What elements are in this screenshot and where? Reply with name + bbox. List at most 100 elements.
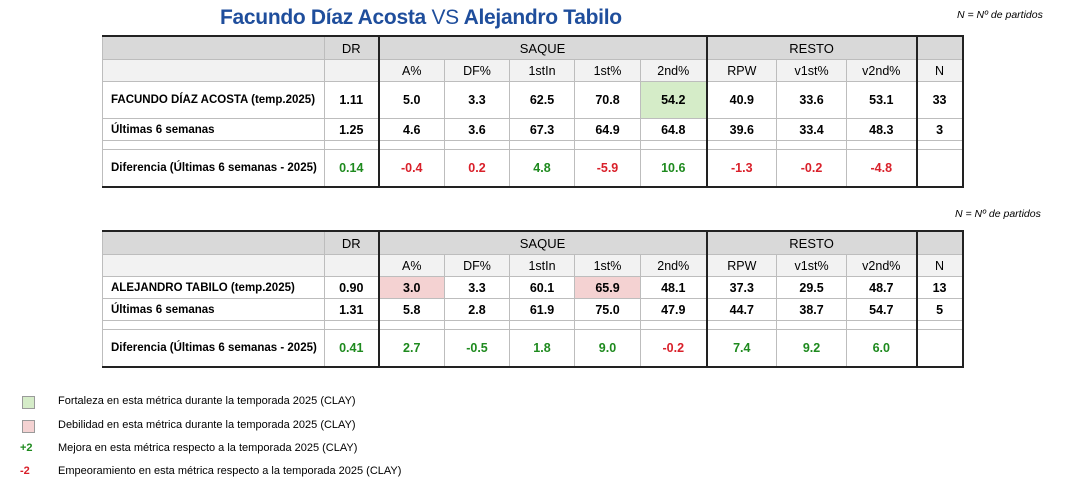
cell-dr: 1.11 (324, 81, 379, 119)
cell-rpw: 44.7 (705, 298, 778, 321)
row-label: FACUNDO DÍAZ ACOSTA (temp.2025) (102, 81, 325, 119)
worsen-marker: -2 (20, 465, 30, 477)
player2-name: Alejandro Tabilo (463, 6, 622, 29)
col-n: N (915, 254, 964, 277)
col-v2nd: v2nd% (846, 59, 918, 82)
cell-v2nd: 53.1 (846, 81, 918, 119)
col-1st: 1st% (574, 254, 641, 277)
cell-v1st: 29.5 (776, 276, 848, 299)
legend-text: Empeoramiento en esta métrica respecto a… (58, 465, 402, 477)
cell-dr: 1.25 (324, 118, 379, 141)
cell-n: 13 (915, 276, 964, 299)
table-row: ALEJANDRO TABILO (temp.2025) 0.90 3.0 3.… (102, 276, 964, 299)
cell-v2nd: 48.7 (846, 276, 918, 299)
cell-a: 5.8 (377, 298, 445, 321)
col-v2nd: v2nd% (846, 254, 918, 277)
cell-1st: -5.9 (574, 149, 641, 188)
col-rpw: RPW (705, 254, 778, 277)
col-2nd: 2nd% (639, 254, 708, 277)
row-label: ALEJANDRO TABILO (temp.2025) (102, 276, 325, 299)
subheader-dr-blank (324, 59, 379, 82)
cell-a: 5.0 (377, 81, 445, 119)
header-dr: DR (324, 230, 379, 255)
cell-n: 5 (915, 298, 964, 321)
header-saque: SAQUE (377, 35, 708, 60)
cell-v2nd: -4.8 (846, 149, 918, 188)
col-a: A% (377, 254, 445, 277)
cell-v1st: 33.6 (776, 81, 848, 119)
table-row: Últimas 6 semanas 1.25 4.6 3.6 67.3 64.9… (102, 118, 964, 141)
cell-1st: 64.9 (574, 118, 641, 141)
cell-n: 3 (915, 118, 964, 141)
stats-table-diaz-acosta: DR SAQUE RESTO A% DF% 1stIn 1st% 2nd% RP… (102, 35, 964, 188)
header-n-blank (915, 230, 964, 255)
cell-a: 4.6 (377, 118, 445, 141)
cell-v1st: 38.7 (776, 298, 848, 321)
col-1st: 1st% (574, 59, 641, 82)
cell-rpw: 39.6 (705, 118, 778, 141)
table-row-difference: Diferencia (Últimas 6 semanas - 2025) 0.… (102, 149, 964, 188)
cell-rpw: -1.3 (705, 149, 778, 188)
table-row: FACUNDO DÍAZ ACOSTA (temp.2025) 1.11 5.0… (102, 81, 964, 119)
col-n: N (915, 59, 964, 82)
legend-text: Mejora en esta métrica respecto a la tem… (58, 442, 358, 454)
improve-marker: +2 (20, 442, 33, 454)
cell-rpw: 7.4 (705, 329, 778, 368)
cell-1stin: 67.3 (509, 118, 575, 141)
cell-df: 3.3 (444, 276, 510, 299)
row-label: Diferencia (Últimas 6 semanas - 2025) (102, 329, 325, 368)
row-label: Últimas 6 semanas (102, 118, 325, 141)
cell-dr: 0.41 (324, 329, 379, 368)
cell-2nd: -0.2 (639, 329, 708, 368)
header-saque: SAQUE (377, 230, 708, 255)
table-row-difference: Diferencia (Últimas 6 semanas - 2025) 0.… (102, 329, 964, 368)
header-dr: DR (324, 35, 379, 60)
matches-note-1: N = Nº de partidos (957, 9, 1043, 21)
cell-a-weakness: 3.0 (377, 276, 445, 299)
header-blank (102, 230, 325, 255)
cell-v1st: 33.4 (776, 118, 848, 141)
col-a: A% (377, 59, 445, 82)
cell-2nd: 48.1 (639, 276, 708, 299)
cell-1stin: 4.8 (509, 149, 575, 188)
col-v1st: v1st% (776, 59, 848, 82)
cell-v2nd: 48.3 (846, 118, 918, 141)
col-df: DF% (444, 254, 510, 277)
cell-2nd: 47.9 (639, 298, 708, 321)
header-blank (102, 35, 325, 60)
cell-dr: 1.31 (324, 298, 379, 321)
row-label: Últimas 6 semanas (102, 298, 325, 321)
matches-note-2: N = Nº de partidos (955, 208, 1041, 220)
cell-v2nd: 54.7 (846, 298, 918, 321)
table-spacer (102, 140, 964, 150)
cell-df: 3.6 (444, 118, 510, 141)
cell-2nd: 10.6 (639, 149, 708, 188)
cell-1st-weakness: 65.9 (574, 276, 641, 299)
cell-1stin: 61.9 (509, 298, 575, 321)
page-title: Facundo Díaz Acosta VS Alejandro Tabilo (220, 6, 622, 30)
cell-1st: 70.8 (574, 81, 641, 119)
cell-dr: 0.14 (324, 149, 379, 188)
cell-df: -0.5 (444, 329, 510, 368)
weakness-swatch (22, 420, 35, 433)
player1-name: Facundo Díaz Acosta (220, 6, 426, 29)
cell-2nd-strength: 54.2 (639, 81, 708, 119)
row-label: Diferencia (Últimas 6 semanas - 2025) (102, 149, 325, 188)
cell-1stin: 60.1 (509, 276, 575, 299)
subheader-blank (102, 254, 325, 277)
cell-1st: 75.0 (574, 298, 641, 321)
vs-label: VS (431, 6, 459, 29)
cell-a: -0.4 (377, 149, 445, 188)
header-n-blank (915, 35, 964, 60)
strength-swatch (22, 396, 35, 409)
cell-1stin: 1.8 (509, 329, 575, 368)
legend-text: Fortaleza en esta métrica durante la tem… (58, 395, 356, 407)
cell-n (915, 329, 964, 368)
cell-df: 2.8 (444, 298, 510, 321)
cell-v2nd: 6.0 (846, 329, 918, 368)
cell-rpw: 40.9 (705, 81, 778, 119)
cell-dr: 0.90 (324, 276, 379, 299)
table-spacer (102, 320, 964, 330)
header-resto: RESTO (705, 35, 918, 60)
cell-df: 3.3 (444, 81, 510, 119)
